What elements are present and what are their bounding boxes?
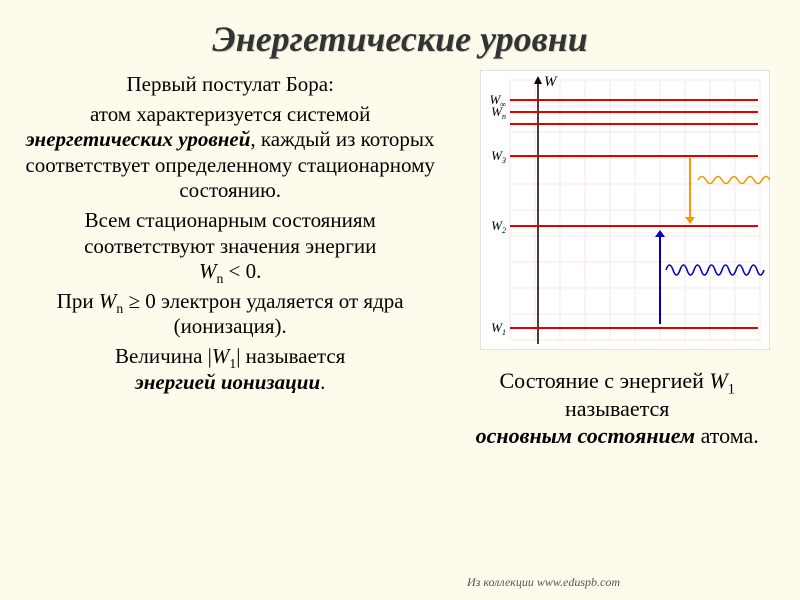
footer-credit: Из коллекции www.eduspb.com <box>467 575 620 590</box>
svg-text:W: W <box>544 74 558 90</box>
right-column: WW∞WnW3W2W1 Состояние с энергией W1 назы… <box>442 68 782 450</box>
emph-ground-state: основным состоянием <box>476 423 695 448</box>
line-2: атом характеризуется системой энергетиче… <box>18 102 442 204</box>
emph-energy-levels: энергетических уровней <box>26 127 251 151</box>
left-text-block: Первый постулат Бора: атом характеризует… <box>18 68 442 450</box>
diagram-caption: Состояние с энергией W1 называется основ… <box>452 367 782 450</box>
slide: Энергетические уровни Первый постулат Бо… <box>0 0 800 600</box>
emph-ionization-energy: энергией ионизации <box>135 370 320 394</box>
content-row: Первый постулат Бора: атом характеризует… <box>0 60 800 450</box>
slide-title: Энергетические уровни <box>0 0 800 60</box>
line-4: При Wn ≥ 0 электрон удаляется от ядра (и… <box>18 289 442 340</box>
energy-level-diagram: WW∞WnW3W2W1 <box>480 70 782 355</box>
line-3: Всем стационарным состояниям соответству… <box>18 208 442 285</box>
line-5: Величина |W1| называется энергией иониза… <box>18 344 442 395</box>
line-1: Первый постулат Бора: <box>18 72 442 98</box>
diagram-svg: WW∞WnW3W2W1 <box>480 70 770 350</box>
